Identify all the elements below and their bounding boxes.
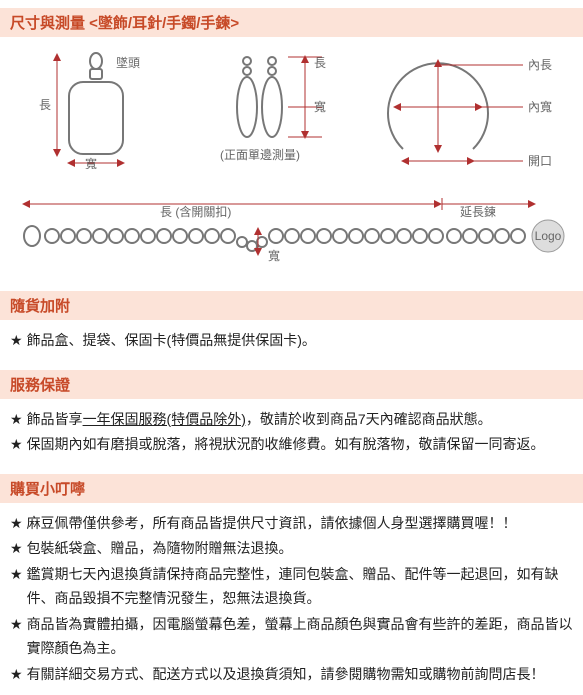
bangle-inner-length-label: 內長: [528, 58, 552, 72]
star-icon: ★: [10, 612, 23, 637]
diagram-pendant: 墜頭 長 寬: [21, 49, 171, 169]
pendant-length-label: 長: [39, 98, 51, 112]
included-item-0: 飾品盒、提袋、保固卡(特價品無提供保固卡)。: [27, 328, 573, 353]
section-title-tips: 購買小叮嚀: [10, 481, 85, 498]
diagram-earring: 長 寬 (正面單邊測量): [192, 49, 342, 184]
star-icon: ★: [10, 536, 23, 561]
star-icon: ★: [10, 511, 23, 536]
list-item: ★ 飾品皆享一年保固服務(特價品除外)，敬請於收到商品7天內確認商品狀態。: [10, 407, 573, 432]
section-header-measure: 尺寸與測量 <墜飾/耳針/手鐲/手鍊>: [0, 8, 583, 37]
section-header-warranty: 服務保證: [0, 370, 583, 399]
tips-item-1: 包裝紙袋盒、贈品，為隨物附贈無法退換。: [27, 536, 573, 561]
star-icon: ★: [10, 432, 23, 457]
star-icon: ★: [10, 562, 23, 587]
chain-logo-label: Logo: [535, 229, 562, 243]
pendant-bail-label: 墜頭: [116, 55, 140, 70]
earring-note-label: (正面單邊測量): [220, 148, 300, 162]
included-list: ★ 飾品盒、提袋、保固卡(特價品無提供保固卡)。: [0, 326, 583, 362]
bangle-inner-width-label: 內寬: [528, 99, 552, 114]
bangle-opening-label: 開口: [528, 154, 552, 168]
diagram-chain: 長 (含開關扣) 延長鍊 Logo: [10, 194, 573, 274]
chain-ext-label: 延長鍊: [460, 204, 496, 219]
list-item: ★ 商品皆為實體拍攝，因電腦螢幕色差，螢幕上商品顏色與實品會有些許的差距，商品皆…: [10, 612, 573, 661]
diagram-row-top: 墜頭 長 寬: [10, 49, 573, 184]
pendant-width-label: 寬: [84, 156, 96, 169]
earring-width-label: 寬: [314, 99, 326, 114]
chain-length-label: 長 (含開關扣): [160, 204, 231, 219]
diagram-bangle: 內長 內寬 開口: [363, 49, 563, 174]
tips-item-4: 有關詳細交易方式、配送方式以及退換貨須知，請參閱購物需知或購物前詢問店長！: [27, 662, 573, 687]
section-title-included: 隨貨加附: [10, 298, 70, 315]
warranty-list: ★ 飾品皆享一年保固服務(特價品除外)，敬請於收到商品7天內確認商品狀態。 ★ …: [0, 405, 583, 466]
chain-width-label: 寬: [268, 248, 280, 263]
warranty-item-0: 飾品皆享一年保固服務(特價品除外)，敬請於收到商品7天內確認商品狀態。: [27, 407, 573, 432]
tips-list: ★ 麻豆佩帶僅供參考，所有商品皆提供尺寸資訊，請依據個人身型選擇購買喔！！ ★ …: [0, 509, 583, 695]
list-item: ★ 飾品盒、提袋、保固卡(特價品無提供保固卡)。: [10, 328, 573, 353]
section-title-warranty: 服務保證: [10, 377, 70, 394]
list-item: ★ 保固期內如有磨損或脫落，將視狀況酌收維修費。如有脫落物，敬請保留一同寄返。: [10, 432, 573, 457]
tips-item-0: 麻豆佩帶僅供參考，所有商品皆提供尺寸資訊，請依據個人身型選擇購買喔！！: [27, 511, 573, 536]
section-header-tips: 購買小叮嚀: [0, 474, 583, 503]
warranty-item-1: 保固期內如有磨損或脫落，將視狀況酌收維修費。如有脫落物，敬請保留一同寄返。: [27, 432, 573, 457]
chain-links: [45, 229, 525, 251]
section-title-measure: 尺寸與測量 <墜飾/耳針/手鐲/手鍊>: [10, 15, 239, 32]
star-icon: ★: [10, 662, 23, 687]
list-item: ★ 包裝紙袋盒、贈品，為隨物附贈無法退換。: [10, 536, 573, 561]
list-item: ★ 鑑賞期七天內退換貨請保持商品完整性，連同包裝盒、贈品、配件等一起退回，如有缺…: [10, 562, 573, 611]
tips-item-3: 商品皆為實體拍攝，因電腦螢幕色差，螢幕上商品顏色與實品會有些許的差距，商品皆以實…: [27, 612, 573, 661]
tips-item-2: 鑑賞期七天內退換貨請保持商品完整性，連同包裝盒、贈品、配件等一起退回，如有缺件、…: [27, 562, 573, 611]
section-header-included: 隨貨加附: [0, 291, 583, 320]
star-icon: ★: [10, 328, 23, 353]
star-icon: ★: [10, 407, 23, 432]
list-item: ★ 有關詳細交易方式、配送方式以及退換貨須知，請參閱購物需知或購物前詢問店長！: [10, 662, 573, 687]
list-item: ★ 麻豆佩帶僅供參考，所有商品皆提供尺寸資訊，請依據個人身型選擇購買喔！！: [10, 511, 573, 536]
earring-length-label: 長: [314, 56, 326, 70]
diagram-area: 墜頭 長 寬: [0, 43, 583, 283]
